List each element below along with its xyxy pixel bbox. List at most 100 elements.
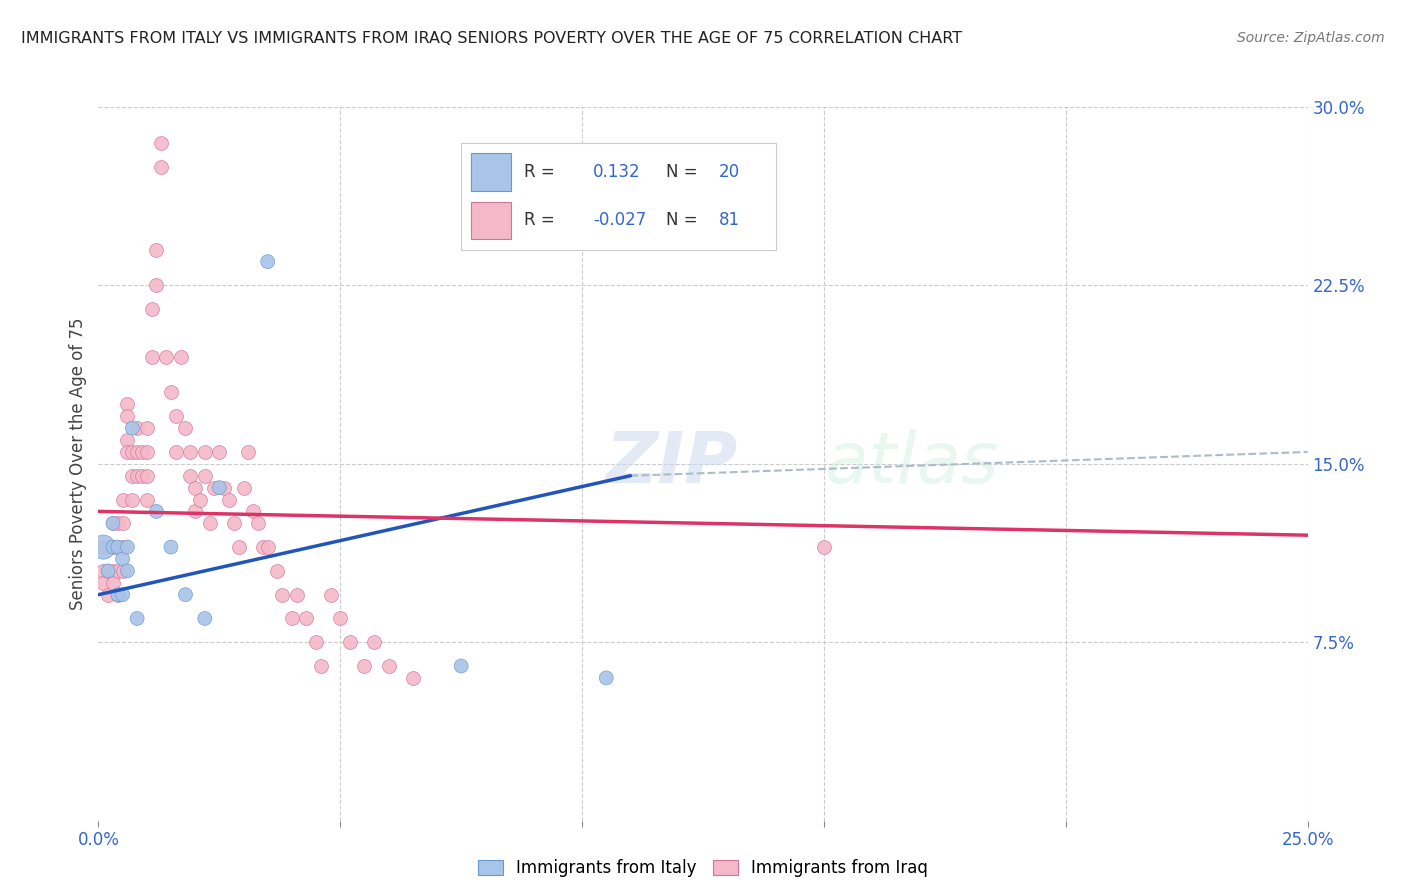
Point [160, 540, 183, 554]
Point [91, 540, 114, 554]
Point [150, 136, 173, 150]
Point [208, 481, 231, 495]
Point [266, 564, 288, 578]
Point [141, 302, 163, 317]
Point [131, 445, 153, 459]
Legend: Immigrants from Italy, Immigrants from Iraq: Immigrants from Italy, Immigrants from I… [471, 853, 935, 884]
Point [121, 445, 143, 459]
Point [208, 445, 231, 459]
Point [247, 516, 270, 531]
Point [363, 635, 385, 649]
Point [97, 564, 120, 578]
Point [329, 611, 352, 625]
Point [150, 160, 173, 174]
Point [145, 278, 167, 293]
Point [101, 540, 124, 554]
Point [222, 516, 245, 531]
Point [813, 540, 835, 554]
Point [127, 611, 149, 625]
Point [127, 468, 149, 483]
Point [91, 564, 114, 578]
Point [127, 445, 149, 459]
Point [179, 468, 201, 483]
Point [184, 504, 207, 518]
Point [101, 575, 124, 590]
Text: atlas: atlas [824, 429, 998, 499]
Point [111, 492, 134, 507]
Point [256, 540, 278, 554]
Point [256, 254, 278, 268]
Point [232, 481, 254, 495]
Point [377, 659, 399, 673]
Point [160, 385, 183, 400]
Point [111, 588, 134, 602]
Point [188, 492, 211, 507]
Point [218, 492, 240, 507]
Point [131, 468, 153, 483]
Point [174, 588, 197, 602]
Point [111, 552, 134, 566]
Point [121, 421, 143, 435]
Point [107, 540, 129, 554]
Text: Source: ZipAtlas.com: Source: ZipAtlas.com [1237, 31, 1385, 45]
Point [101, 564, 124, 578]
Point [271, 588, 294, 602]
Point [295, 611, 318, 625]
Point [101, 516, 124, 531]
Point [97, 564, 120, 578]
Point [135, 468, 157, 483]
Point [242, 504, 264, 518]
Point [135, 445, 157, 459]
Point [169, 350, 191, 364]
Point [238, 445, 260, 459]
Point [252, 540, 274, 554]
Point [91, 540, 114, 554]
Point [107, 516, 129, 531]
Point [121, 492, 143, 507]
Point [101, 540, 124, 554]
Point [309, 659, 332, 673]
Point [198, 516, 221, 531]
Point [117, 433, 139, 447]
Y-axis label: Seniors Poverty Over the Age of 75: Seniors Poverty Over the Age of 75 [69, 318, 87, 610]
Point [107, 564, 129, 578]
Point [117, 397, 139, 411]
Point [194, 445, 217, 459]
Point [135, 492, 157, 507]
Point [107, 588, 129, 602]
Point [141, 350, 163, 364]
Point [305, 635, 328, 649]
Point [228, 540, 250, 554]
Point [595, 671, 617, 685]
Point [212, 481, 235, 495]
Text: ZIP: ZIP [606, 429, 738, 499]
Point [184, 481, 207, 495]
Point [194, 611, 217, 625]
Point [91, 575, 114, 590]
Point [135, 421, 157, 435]
Point [145, 504, 167, 518]
Text: IMMIGRANTS FROM ITALY VS IMMIGRANTS FROM IRAQ SENIORS POVERTY OVER THE AGE OF 75: IMMIGRANTS FROM ITALY VS IMMIGRANTS FROM… [21, 31, 962, 46]
Point [97, 588, 120, 602]
Point [111, 564, 134, 578]
Point [165, 445, 187, 459]
Point [353, 659, 375, 673]
Point [194, 468, 217, 483]
Point [204, 481, 226, 495]
Point [145, 243, 167, 257]
Point [117, 564, 139, 578]
Point [281, 611, 304, 625]
Point [97, 540, 120, 554]
Point [319, 588, 342, 602]
Point [285, 588, 308, 602]
Point [117, 409, 139, 424]
Point [111, 516, 134, 531]
Point [121, 468, 143, 483]
Point [165, 409, 187, 424]
Point [450, 659, 472, 673]
Point [107, 540, 129, 554]
Point [111, 540, 134, 554]
Point [155, 350, 177, 364]
Point [174, 421, 197, 435]
Point [107, 588, 129, 602]
